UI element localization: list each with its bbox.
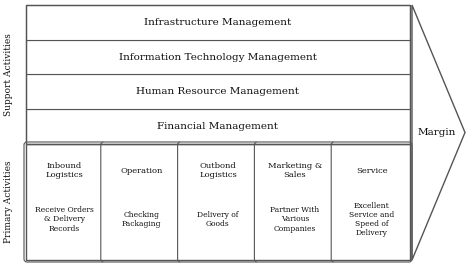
Text: Support Activities: Support Activities [4,33,13,116]
Text: Infrastructure Management: Infrastructure Management [145,18,292,27]
FancyBboxPatch shape [26,5,410,40]
Text: Marketing &
Sales: Marketing & Sales [268,162,322,179]
FancyBboxPatch shape [178,142,258,262]
FancyBboxPatch shape [255,142,335,262]
Text: Financial Management: Financial Management [157,122,279,131]
Text: Checking
Packaging: Checking Packaging [121,211,161,228]
FancyBboxPatch shape [331,142,412,262]
Text: Human Resource Management: Human Resource Management [137,87,300,96]
Text: Outbond
Logistics: Outbond Logistics [199,162,237,179]
Text: Service: Service [356,167,387,175]
Text: Information Technology Management: Information Technology Management [119,53,317,62]
Text: Operation: Operation [120,167,163,175]
Text: Partner With
Various
Companies: Partner With Various Companies [270,206,319,233]
Text: Excellent
Service and
Speed of
Delivery: Excellent Service and Speed of Delivery [349,202,394,237]
Text: Margin: Margin [417,128,456,137]
Text: Inbound
Logistics: Inbound Logistics [46,162,83,179]
FancyBboxPatch shape [26,40,410,74]
FancyBboxPatch shape [24,142,105,262]
Text: Receive Orders
& Delivery
Records: Receive Orders & Delivery Records [35,206,94,233]
Text: Delivery of
Goods: Delivery of Goods [197,211,239,228]
FancyBboxPatch shape [26,109,410,144]
Text: Primary Activities: Primary Activities [4,161,13,243]
FancyBboxPatch shape [26,74,410,109]
FancyBboxPatch shape [101,142,182,262]
